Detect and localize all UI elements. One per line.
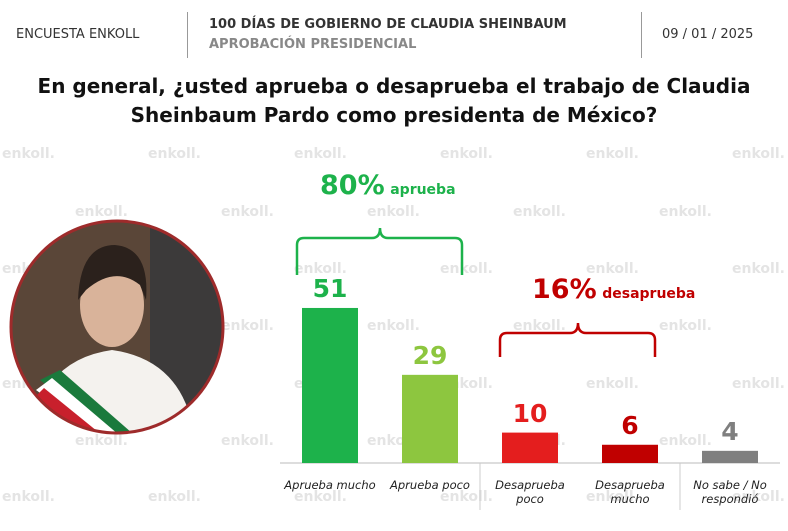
watermark: enkoll. xyxy=(513,204,566,220)
value-label: 4 xyxy=(721,416,739,446)
annotation-value: 80% xyxy=(320,170,385,201)
watermark: enkoll. xyxy=(440,146,493,162)
watermark: enkoll. xyxy=(732,489,785,505)
bar xyxy=(302,307,358,463)
watermark: enkoll. xyxy=(294,261,347,277)
value-label: 6 xyxy=(621,410,639,440)
category-label: Desaprueba poco xyxy=(495,478,565,506)
header-title: 100 DÍAS DE GOBIERNO DE CLAUDIA SHEINBAU… xyxy=(209,17,567,32)
annotation-text: desaprueba xyxy=(602,286,696,302)
chart-title: En general, ¿usted aprueba o desaprueba … xyxy=(37,74,751,127)
watermark: enkoll. xyxy=(586,146,639,162)
annotation-text: aprueba xyxy=(390,182,456,198)
watermark: enkoll. xyxy=(659,433,712,449)
watermark: enkoll. xyxy=(221,204,274,220)
watermark: enkoll. xyxy=(659,204,712,220)
value-label: 29 xyxy=(412,340,448,370)
watermark: enkoll. xyxy=(148,146,201,162)
watermark: enkoll. xyxy=(221,433,274,449)
watermark: enkoll. xyxy=(2,146,55,162)
separator xyxy=(187,12,188,58)
annotation: 80% aprueba xyxy=(320,170,456,201)
watermark: enkoll. xyxy=(221,318,274,334)
watermark: enkoll. xyxy=(732,146,785,162)
category-label: Desaprueba mucho xyxy=(595,478,665,506)
category-label: Aprueba mucho xyxy=(284,478,376,492)
watermark: enkoll. xyxy=(367,318,420,334)
watermark: enkoll. xyxy=(586,376,639,392)
watermark: enkoll. xyxy=(513,318,566,334)
bar xyxy=(702,450,758,463)
value-label: 51 xyxy=(312,273,348,303)
separator xyxy=(641,12,642,58)
photo-frame xyxy=(9,219,225,435)
watermark: enkoll. xyxy=(2,489,55,505)
watermark: enkoll. xyxy=(75,433,128,449)
annotation-value: 16% xyxy=(532,274,597,305)
watermark: enkoll. xyxy=(440,261,493,277)
bracket xyxy=(498,322,657,357)
watermark: enkoll. xyxy=(75,204,128,220)
survey-label: ENCUESTA ENKOLL xyxy=(16,27,140,42)
watermark: enkoll. xyxy=(732,261,785,277)
bracket xyxy=(295,227,464,275)
watermark: enkoll. xyxy=(586,489,639,505)
value-label: 10 xyxy=(512,398,548,428)
watermark: enkoll. xyxy=(659,318,712,334)
bar xyxy=(502,432,558,463)
date: 09 / 01 / 2025 xyxy=(662,27,754,42)
bar xyxy=(402,374,458,463)
watermark: enkoll. xyxy=(148,489,201,505)
annotation: 16% desaprueba xyxy=(532,274,695,305)
category-label: Aprueba poco xyxy=(390,478,470,492)
header-subtitle: APROBACIÓN PRESIDENCIAL xyxy=(209,37,417,52)
category-label: No sabe / No respondió xyxy=(693,478,767,506)
watermark: enkoll. xyxy=(586,261,639,277)
watermark: enkoll. xyxy=(294,489,347,505)
watermark: enkoll. xyxy=(367,204,420,220)
watermark: enkoll. xyxy=(732,376,785,392)
bar xyxy=(602,444,658,463)
watermark: enkoll. xyxy=(294,146,347,162)
